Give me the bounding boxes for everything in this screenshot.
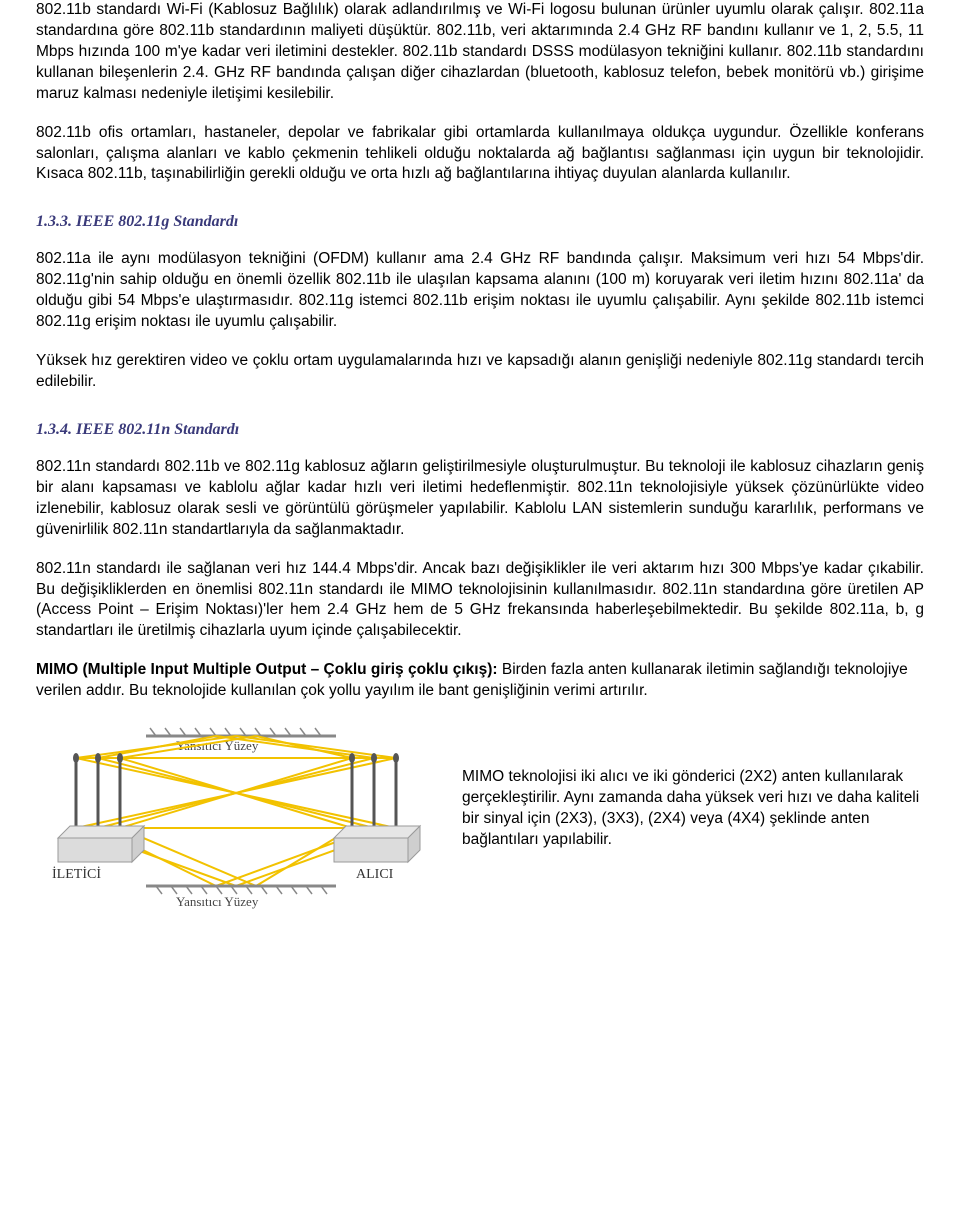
paragraph-80211n-2: 802.11n standardı ile sağlanan veri hız … <box>36 559 924 643</box>
mimo-figure: Yansıtıcı Yüzey <box>36 720 436 915</box>
paragraph-80211g-1: 802.11a ile aynı modülasyon tekniğini (O… <box>36 249 924 333</box>
mimo-term: MIMO (Multiple Input Multiple Output – Ç… <box>36 661 498 678</box>
mimo-diagram-svg: Yansıtıcı Yüzey <box>36 720 436 910</box>
heading-80211n: 1.3.4. IEEE 802.11n Standardı <box>36 421 924 439</box>
paragraph-80211n-1: 802.11n standardı 802.11b ve 802.11g kab… <box>36 457 924 541</box>
label-receiver: ALICI <box>356 867 394 882</box>
document-page: 802.11b standardı Wi-Fi (Kablosuz Bağlıl… <box>0 0 960 935</box>
paragraph-80211g-2: Yüksek hız gerektiren video ve çoklu ort… <box>36 351 924 393</box>
paragraph-80211b-1: 802.11b standardı Wi-Fi (Kablosuz Bağlıl… <box>36 0 924 105</box>
ray-group <box>76 736 396 886</box>
label-transmitter: İLETİCİ <box>52 866 101 882</box>
ray-line <box>256 736 352 758</box>
paragraph-mimo-side: MIMO teknolojisi iki alıcı ve iki gönder… <box>462 767 924 851</box>
heading-80211g: 1.3.3. IEEE 802.11g Standardı <box>36 213 924 231</box>
paragraph-mimo-def: MIMO (Multiple Input Multiple Output – Ç… <box>36 660 924 702</box>
paragraph-80211b-2: 802.11b ofis ortamları, hastaneler, depo… <box>36 123 924 186</box>
mimo-side-text: MIMO teknolojisi iki alıcı ve iki gönder… <box>462 767 924 869</box>
mimo-row: Yansıtıcı Yüzey <box>36 720 924 915</box>
label-reflect-bottom: Yansıtıcı Yüzey <box>176 894 259 909</box>
